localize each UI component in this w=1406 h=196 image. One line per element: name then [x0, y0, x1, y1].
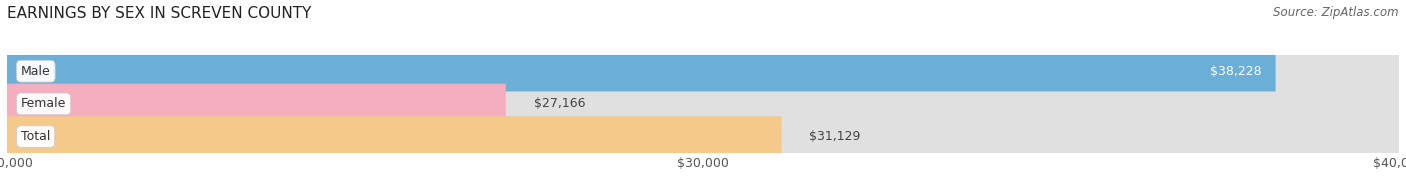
FancyBboxPatch shape — [7, 84, 1399, 124]
FancyBboxPatch shape — [7, 51, 1399, 92]
FancyBboxPatch shape — [7, 116, 782, 157]
Text: $27,166: $27,166 — [534, 97, 585, 110]
Text: Male: Male — [21, 65, 51, 78]
Text: Female: Female — [21, 97, 66, 110]
Text: $38,228: $38,228 — [1211, 65, 1261, 78]
FancyBboxPatch shape — [7, 51, 1275, 92]
Text: Total: Total — [21, 130, 51, 143]
FancyBboxPatch shape — [7, 116, 1399, 157]
Text: $31,129: $31,129 — [810, 130, 860, 143]
FancyBboxPatch shape — [7, 84, 506, 124]
Text: Source: ZipAtlas.com: Source: ZipAtlas.com — [1274, 6, 1399, 19]
Text: EARNINGS BY SEX IN SCREVEN COUNTY: EARNINGS BY SEX IN SCREVEN COUNTY — [7, 6, 311, 21]
